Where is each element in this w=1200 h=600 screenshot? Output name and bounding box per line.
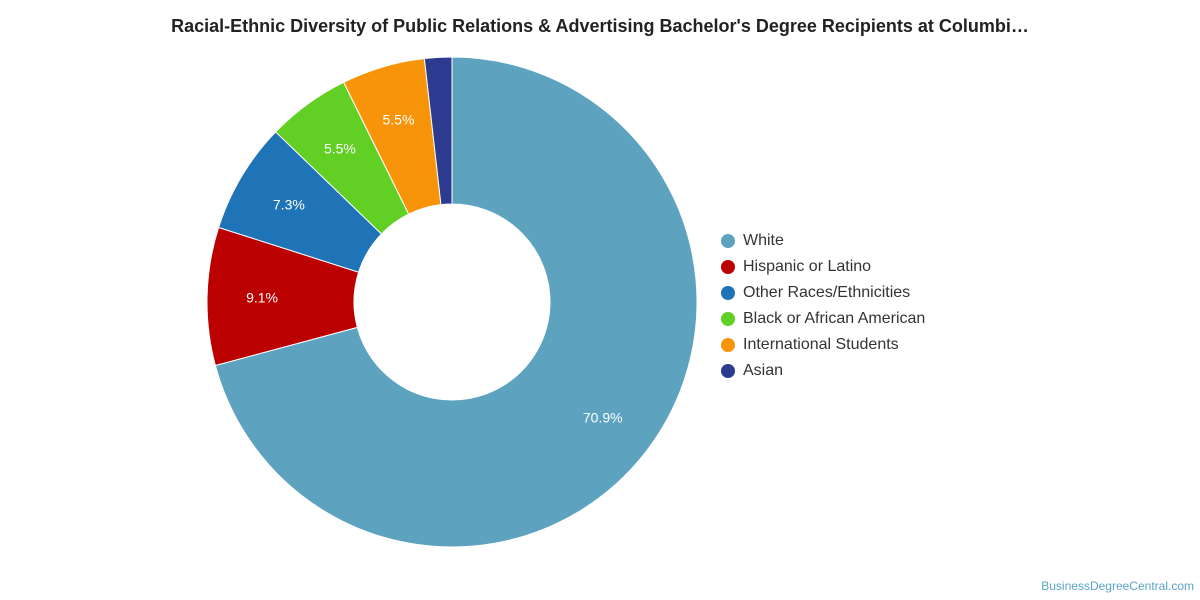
legend: White Hispanic or Latino Other Races/Ethni… <box>721 228 925 384</box>
legend-item-international-students[interactable]: International Students <box>721 332 925 358</box>
legend-swatch-icon <box>721 234 735 248</box>
slice-labels-group: 70.9% 9.1% 7.3% 5.5% 5.5% <box>246 112 623 426</box>
legend-swatch-icon <box>721 260 735 274</box>
watermark: BusinessDegreeCentral.com <box>1041 579 1194 593</box>
legend-label: Black or African American <box>743 310 926 327</box>
legend-label: Asian <box>743 362 784 379</box>
legend-swatch-icon <box>721 338 735 352</box>
legend-item-asian[interactable]: Asian <box>721 358 925 384</box>
legend-label: Other Races/Ethnicities <box>743 284 911 301</box>
slice-label-international-students: 5.5% <box>383 112 415 128</box>
legend-item-hispanic-or-latino[interactable]: Hispanic or Latino <box>721 254 925 280</box>
legend-label: Hispanic or Latino <box>743 258 872 275</box>
legend-label: International Students <box>743 336 899 353</box>
slice-asian[interactable] <box>423 56 453 206</box>
slices-group <box>206 56 698 548</box>
legend-item-other-races-ethnicities[interactable]: Other Races/Ethnicities <box>721 280 925 306</box>
legend-label: White <box>743 232 784 249</box>
legend-item-black-or-african-american[interactable]: Black or African American <box>721 306 925 332</box>
slice-white[interactable] <box>214 56 698 548</box>
slice-label-black-or-african-american: 5.5% <box>324 141 356 157</box>
legend-swatch-icon <box>721 312 735 326</box>
chart-title: Racial-Ethnic Diversity of Public Relati… <box>171 16 1029 36</box>
legend-item-white[interactable]: White <box>721 228 925 254</box>
slice-label-white: 70.9% <box>583 410 623 426</box>
slice-label-hispanic-or-latino: 9.1% <box>246 290 278 306</box>
legend-swatch-icon <box>721 364 735 378</box>
slice-label-other-races-ethnicities: 7.3% <box>273 197 305 213</box>
legend-swatch-icon <box>721 286 735 300</box>
